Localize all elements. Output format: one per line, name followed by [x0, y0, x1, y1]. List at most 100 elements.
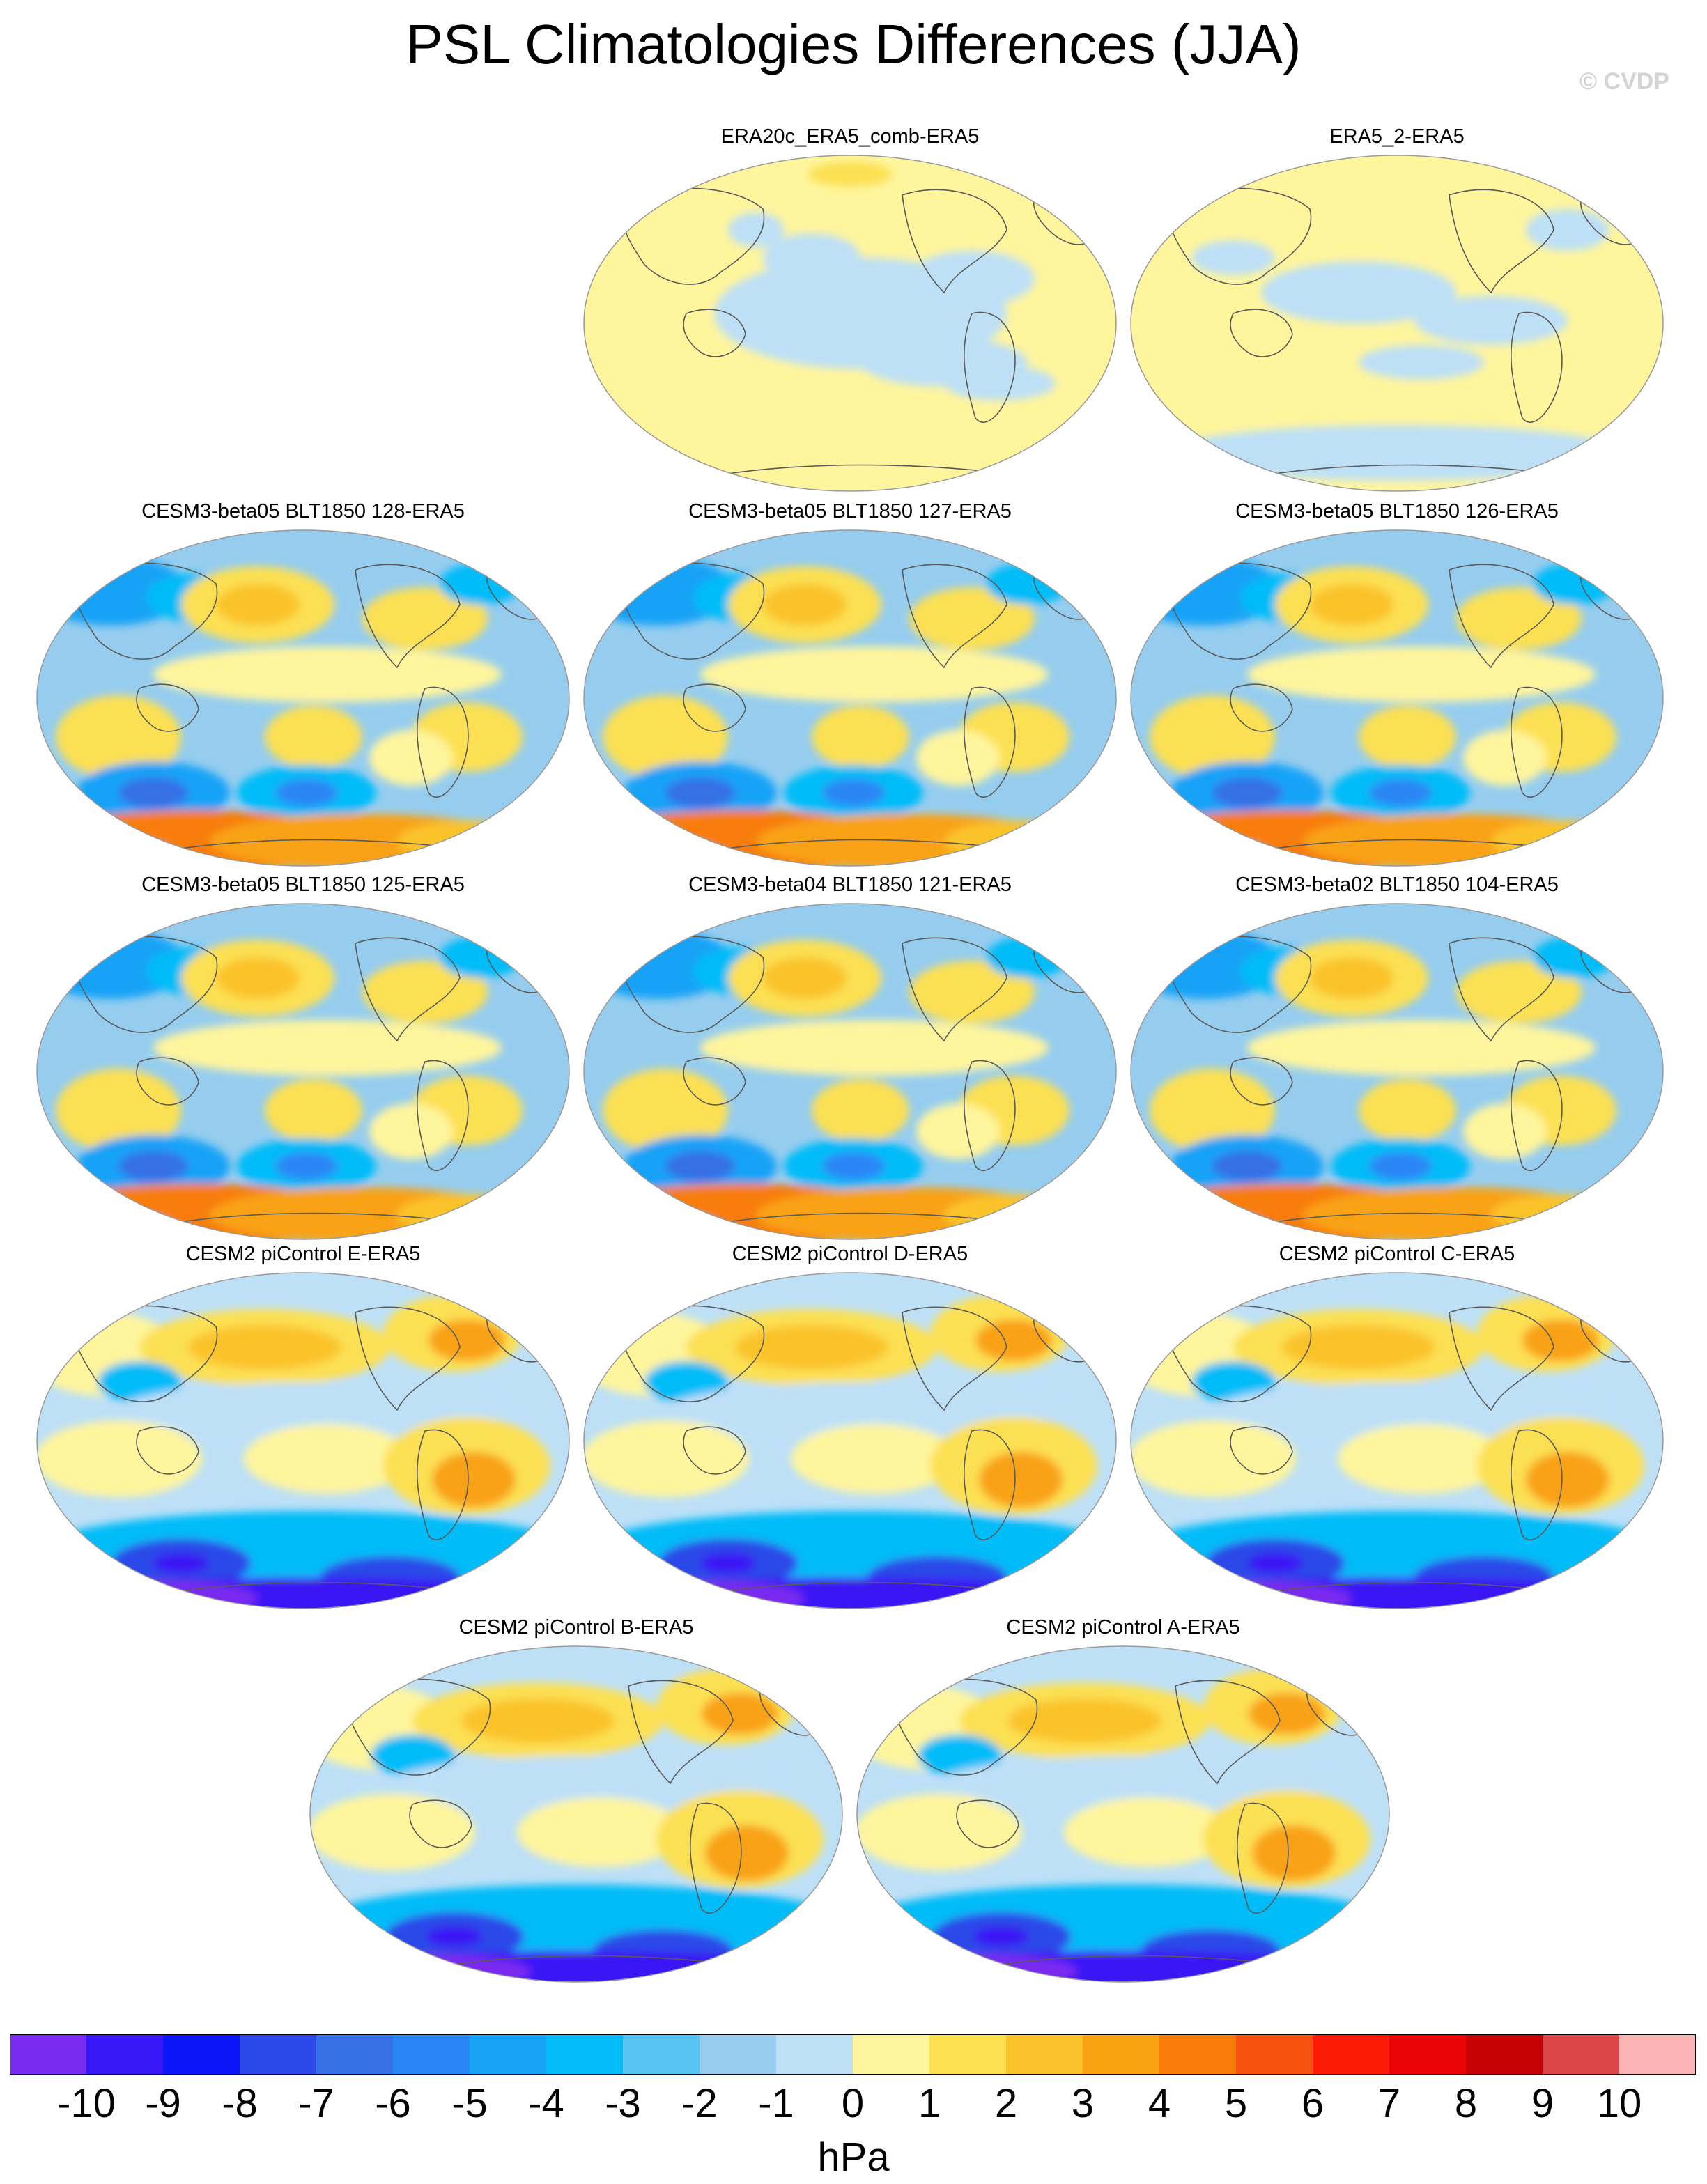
contour-region — [37, 1420, 202, 1497]
contour-region — [1463, 1103, 1547, 1159]
colorbar-swatch — [776, 2034, 854, 2075]
colorbar-swatch — [163, 2034, 240, 2075]
contour-region — [1212, 1382, 1602, 1438]
globe-outline — [36, 529, 570, 867]
coastline — [1168, 187, 1312, 285]
coastline — [902, 189, 1007, 294]
colorbar-swatch — [700, 2034, 777, 2075]
coastline — [417, 1429, 469, 1540]
contour-region — [1282, 1325, 1435, 1370]
contour-region — [665, 1151, 735, 1182]
map-globe — [583, 529, 1117, 867]
contour-region — [310, 1794, 475, 1871]
contour-region — [603, 1069, 728, 1152]
contour-region — [98, 1361, 181, 1403]
contour-field — [584, 155, 1116, 491]
map-panel: ERA5_2-ERA5 — [1129, 124, 1665, 493]
globe-outline — [583, 1272, 1117, 1609]
coastline — [1168, 1305, 1312, 1402]
colorbar-tick: -9 — [145, 2081, 181, 2126]
contour-region — [77, 842, 174, 866]
panel-label: CESM3-beta05 BLT1850 125-ERA5 — [141, 874, 465, 896]
coastline — [683, 1426, 746, 1475]
contour-region — [1533, 563, 1616, 605]
contour-field — [37, 530, 569, 866]
coastline — [355, 1306, 461, 1411]
globe-outline — [1130, 155, 1664, 492]
globe-outline — [1130, 529, 1664, 867]
contour-region — [426, 1926, 482, 1947]
contour-region — [1131, 1420, 1296, 1497]
contour-region — [975, 1319, 1052, 1361]
coastline — [683, 309, 746, 357]
contour-region — [265, 706, 362, 768]
coastline — [964, 686, 1016, 798]
coastline — [628, 1680, 734, 1785]
contour-region — [1456, 587, 1582, 650]
contour-region — [1150, 1069, 1275, 1152]
coastline — [136, 1426, 199, 1475]
map-globe — [309, 1645, 843, 1983]
contour-field — [1131, 530, 1663, 866]
colorbar-swatch — [1083, 2034, 1160, 2075]
contour-region — [763, 584, 847, 626]
colorbar-tick: 7 — [1377, 2081, 1401, 2126]
contour-region — [700, 1020, 1049, 1076]
contour-region — [153, 1020, 502, 1076]
contour-region — [1522, 1319, 1599, 1361]
colorbar-units: hPa — [817, 2135, 890, 2180]
coastline — [1511, 686, 1563, 798]
contour-region — [1310, 957, 1393, 999]
contour-region — [705, 1825, 789, 1881]
contour-region — [1526, 209, 1609, 251]
coastline — [621, 562, 765, 660]
contour-region — [1338, 1424, 1505, 1494]
coastline — [1449, 937, 1554, 1042]
watermark: © CVDP — [1579, 68, 1669, 95]
contour-region — [153, 646, 502, 702]
colorbar-swatch — [623, 2034, 700, 2075]
coastline — [136, 683, 199, 732]
coastline — [690, 1802, 742, 1914]
contour-region — [909, 251, 1035, 307]
panel-label: ERA20c_ERA5_comb-ERA5 — [720, 125, 980, 148]
map-globe — [36, 529, 570, 867]
contour-region — [822, 1152, 885, 1180]
map-globe — [1130, 903, 1664, 1240]
contour-region — [118, 777, 188, 808]
contour-region — [979, 1452, 1063, 1508]
contour-region — [1533, 936, 1616, 978]
colorbar-swatch — [1159, 2034, 1237, 2075]
panel-label: CESM3-beta05 BLT1850 128-ERA5 — [141, 500, 465, 522]
coastline — [683, 1057, 746, 1106]
contour-region — [986, 936, 1069, 978]
coastline — [956, 1799, 1019, 1848]
colorbar-swatches — [10, 2034, 1696, 2075]
map-panel: CESM2 piControl E-ERA5 — [35, 1241, 571, 1611]
colorbar-swatch — [929, 2034, 1007, 2075]
coastline — [902, 937, 1007, 1042]
colorbar-swatch — [546, 2034, 624, 2075]
contour-region — [1136, 1511, 1663, 1588]
contour-region — [1456, 961, 1582, 1023]
contour-region — [1526, 1452, 1609, 1508]
contour-region — [584, 1420, 749, 1497]
map-globe — [583, 155, 1117, 492]
contour-region — [1261, 261, 1456, 324]
contour-region — [56, 1069, 181, 1152]
contour-region — [700, 1553, 756, 1574]
colorbar-tick: -5 — [451, 2081, 488, 2126]
contour-region — [665, 777, 735, 808]
panel-label: CESM2 piControl E-ERA5 — [185, 1243, 421, 1265]
contour-region — [812, 1079, 909, 1142]
contour-region — [909, 961, 1035, 1023]
map-globe — [1130, 1272, 1664, 1609]
contour-field — [1131, 155, 1663, 491]
colorbar-swatch — [240, 2034, 317, 2075]
coastline — [1230, 309, 1293, 357]
globe-outline — [1130, 903, 1664, 1240]
panel-label: CESM2 piControl A-ERA5 — [1006, 1616, 1240, 1639]
contour-region — [857, 1794, 1022, 1871]
contour-region — [216, 584, 300, 626]
colorbar-tick: -2 — [681, 2081, 718, 2126]
